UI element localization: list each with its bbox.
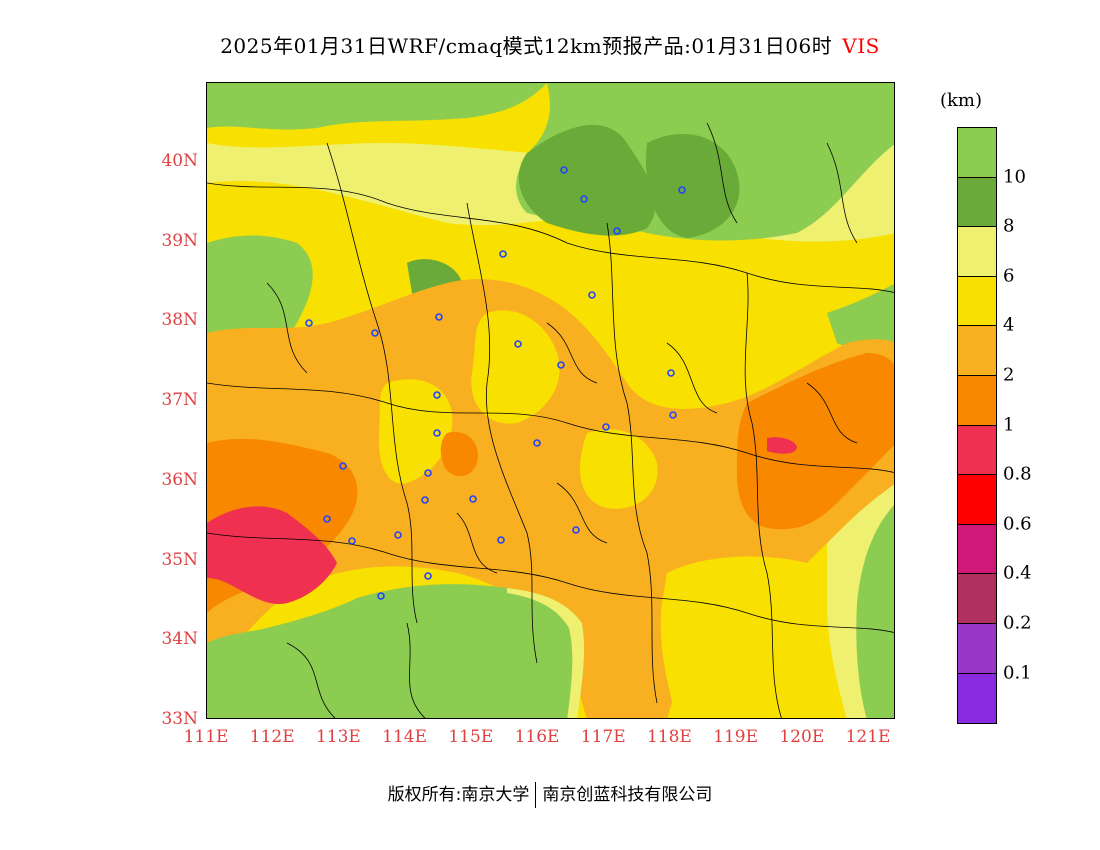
- darkgreen-patch-1: [518, 124, 656, 236]
- lon-label: 119E: [713, 727, 759, 747]
- lat-label: 38N: [161, 310, 198, 331]
- lat-label: 35N: [161, 549, 198, 570]
- colorbar-segment: [958, 673, 996, 724]
- station-marker: [678, 186, 686, 194]
- station-marker: [348, 537, 356, 545]
- yellow-inner-1: [471, 310, 560, 424]
- lightyellow-southeast: [827, 484, 894, 718]
- lon-label: 120E: [779, 727, 825, 747]
- lat-label: 33N: [161, 708, 198, 729]
- colorbar-tick-label: 8: [1003, 215, 1015, 237]
- lon-label: 121E: [845, 727, 891, 747]
- darkorange-center: [440, 432, 478, 477]
- map-svg: [207, 83, 894, 718]
- variable-label: VIS: [842, 34, 880, 58]
- station-marker: [497, 536, 505, 544]
- colorbar-tick-label: 1: [1003, 414, 1015, 436]
- colorbar-tick-label: 0.8: [1003, 463, 1032, 485]
- colorbar-tick-label: 6: [1003, 265, 1015, 287]
- station-marker: [499, 250, 507, 258]
- darkorange-east: [737, 353, 894, 530]
- lat-label: 37N: [161, 390, 198, 411]
- lat-label: 36N: [161, 469, 198, 490]
- lat-label: 34N: [161, 629, 198, 650]
- colorbar-segment: [958, 475, 996, 525]
- station-marker: [572, 526, 580, 534]
- station-marker: [514, 340, 522, 348]
- station-marker: [424, 469, 432, 477]
- station-marker: [533, 439, 541, 447]
- footer-separator: [535, 782, 537, 808]
- station-marker: [557, 361, 565, 369]
- station-marker: [435, 313, 443, 321]
- colorbar-segment: [958, 524, 996, 575]
- colorbar-segment: [958, 425, 996, 476]
- station-marker: [339, 462, 347, 470]
- lon-label: 114E: [382, 727, 428, 747]
- station-marker: [305, 319, 313, 327]
- boundary-lines: [207, 122, 894, 718]
- lat-label: 39N: [161, 230, 198, 251]
- yellow-inner-2: [579, 429, 658, 509]
- lon-label: 115E: [448, 727, 494, 747]
- green-east-1: [827, 284, 894, 351]
- red-east: [767, 437, 797, 454]
- lon-label: 116E: [514, 727, 560, 747]
- station-marker: [669, 411, 677, 419]
- station-marker: [323, 515, 331, 523]
- station-marker: [424, 572, 432, 580]
- station-marker: [371, 329, 379, 337]
- colorbar-unit: (km): [940, 90, 983, 111]
- colorbar-segment: [958, 326, 996, 376]
- station-marker: [433, 391, 441, 399]
- station-marker: [602, 423, 610, 431]
- colorbar-segment: [958, 623, 996, 674]
- lightyellow-south-edge: [507, 588, 585, 718]
- yellow-south: [660, 556, 822, 718]
- colorbar-segment: [958, 227, 996, 277]
- station-marker: [469, 495, 477, 503]
- green-south: [207, 584, 585, 718]
- lon-label: 113E: [315, 727, 361, 747]
- colorbar-tick-label: 0.4: [1003, 562, 1032, 584]
- footer: 版权所有:南京大学 南京创蓝科技有限公司: [0, 780, 1100, 808]
- station-marker: [667, 369, 675, 377]
- chart-title: 2025年01月31日WRF/cmaq模式12km预报产品:01月31日06时 V…: [0, 30, 1100, 59]
- colorbar-segment: [958, 574, 996, 624]
- colorbar-tick-label: 10: [1003, 166, 1026, 188]
- title-text: 2025年01月31日WRF/cmaq模式12km预报产品:01月31日06时: [220, 34, 833, 58]
- lon-label: 118E: [646, 727, 692, 747]
- darkgreen-patch-2: [646, 134, 740, 238]
- green-north-left: [207, 83, 547, 130]
- colorbar-segment: [958, 375, 996, 426]
- colorbar-tick-label: 0.2: [1003, 612, 1032, 634]
- lat-label: 40N: [161, 151, 198, 171]
- lon-label: 112E: [249, 727, 295, 747]
- copyright-text: 版权所有:南京大学: [387, 785, 530, 805]
- colorbar-segment: [958, 128, 996, 178]
- colorbar-segment: [958, 276, 996, 327]
- colorbar-tick-label: 0.1: [1003, 662, 1032, 684]
- station-marker: [421, 496, 429, 504]
- lon-label: 111E: [183, 727, 229, 747]
- colorbar-segment: [958, 177, 996, 228]
- station-marker: [394, 531, 402, 539]
- yellow-inner-3: [378, 379, 453, 484]
- company-text: 南京创蓝科技有限公司: [542, 785, 713, 805]
- colorbar-tick-label: 0.6: [1003, 513, 1032, 535]
- station-marker: [377, 592, 385, 600]
- lon-label: 117E: [580, 727, 626, 747]
- colorbar: [957, 127, 997, 725]
- station-marker: [580, 195, 588, 203]
- station-marker: [433, 429, 441, 437]
- station-marker: [613, 227, 621, 235]
- station-marker: [560, 166, 568, 174]
- red-west: [207, 506, 337, 604]
- colorbar-tick-label: 4: [1003, 314, 1015, 336]
- colorbar-tick-label: 2: [1003, 364, 1015, 386]
- forecast-map: [206, 82, 895, 719]
- station-markers: [305, 166, 686, 600]
- station-marker: [588, 291, 596, 299]
